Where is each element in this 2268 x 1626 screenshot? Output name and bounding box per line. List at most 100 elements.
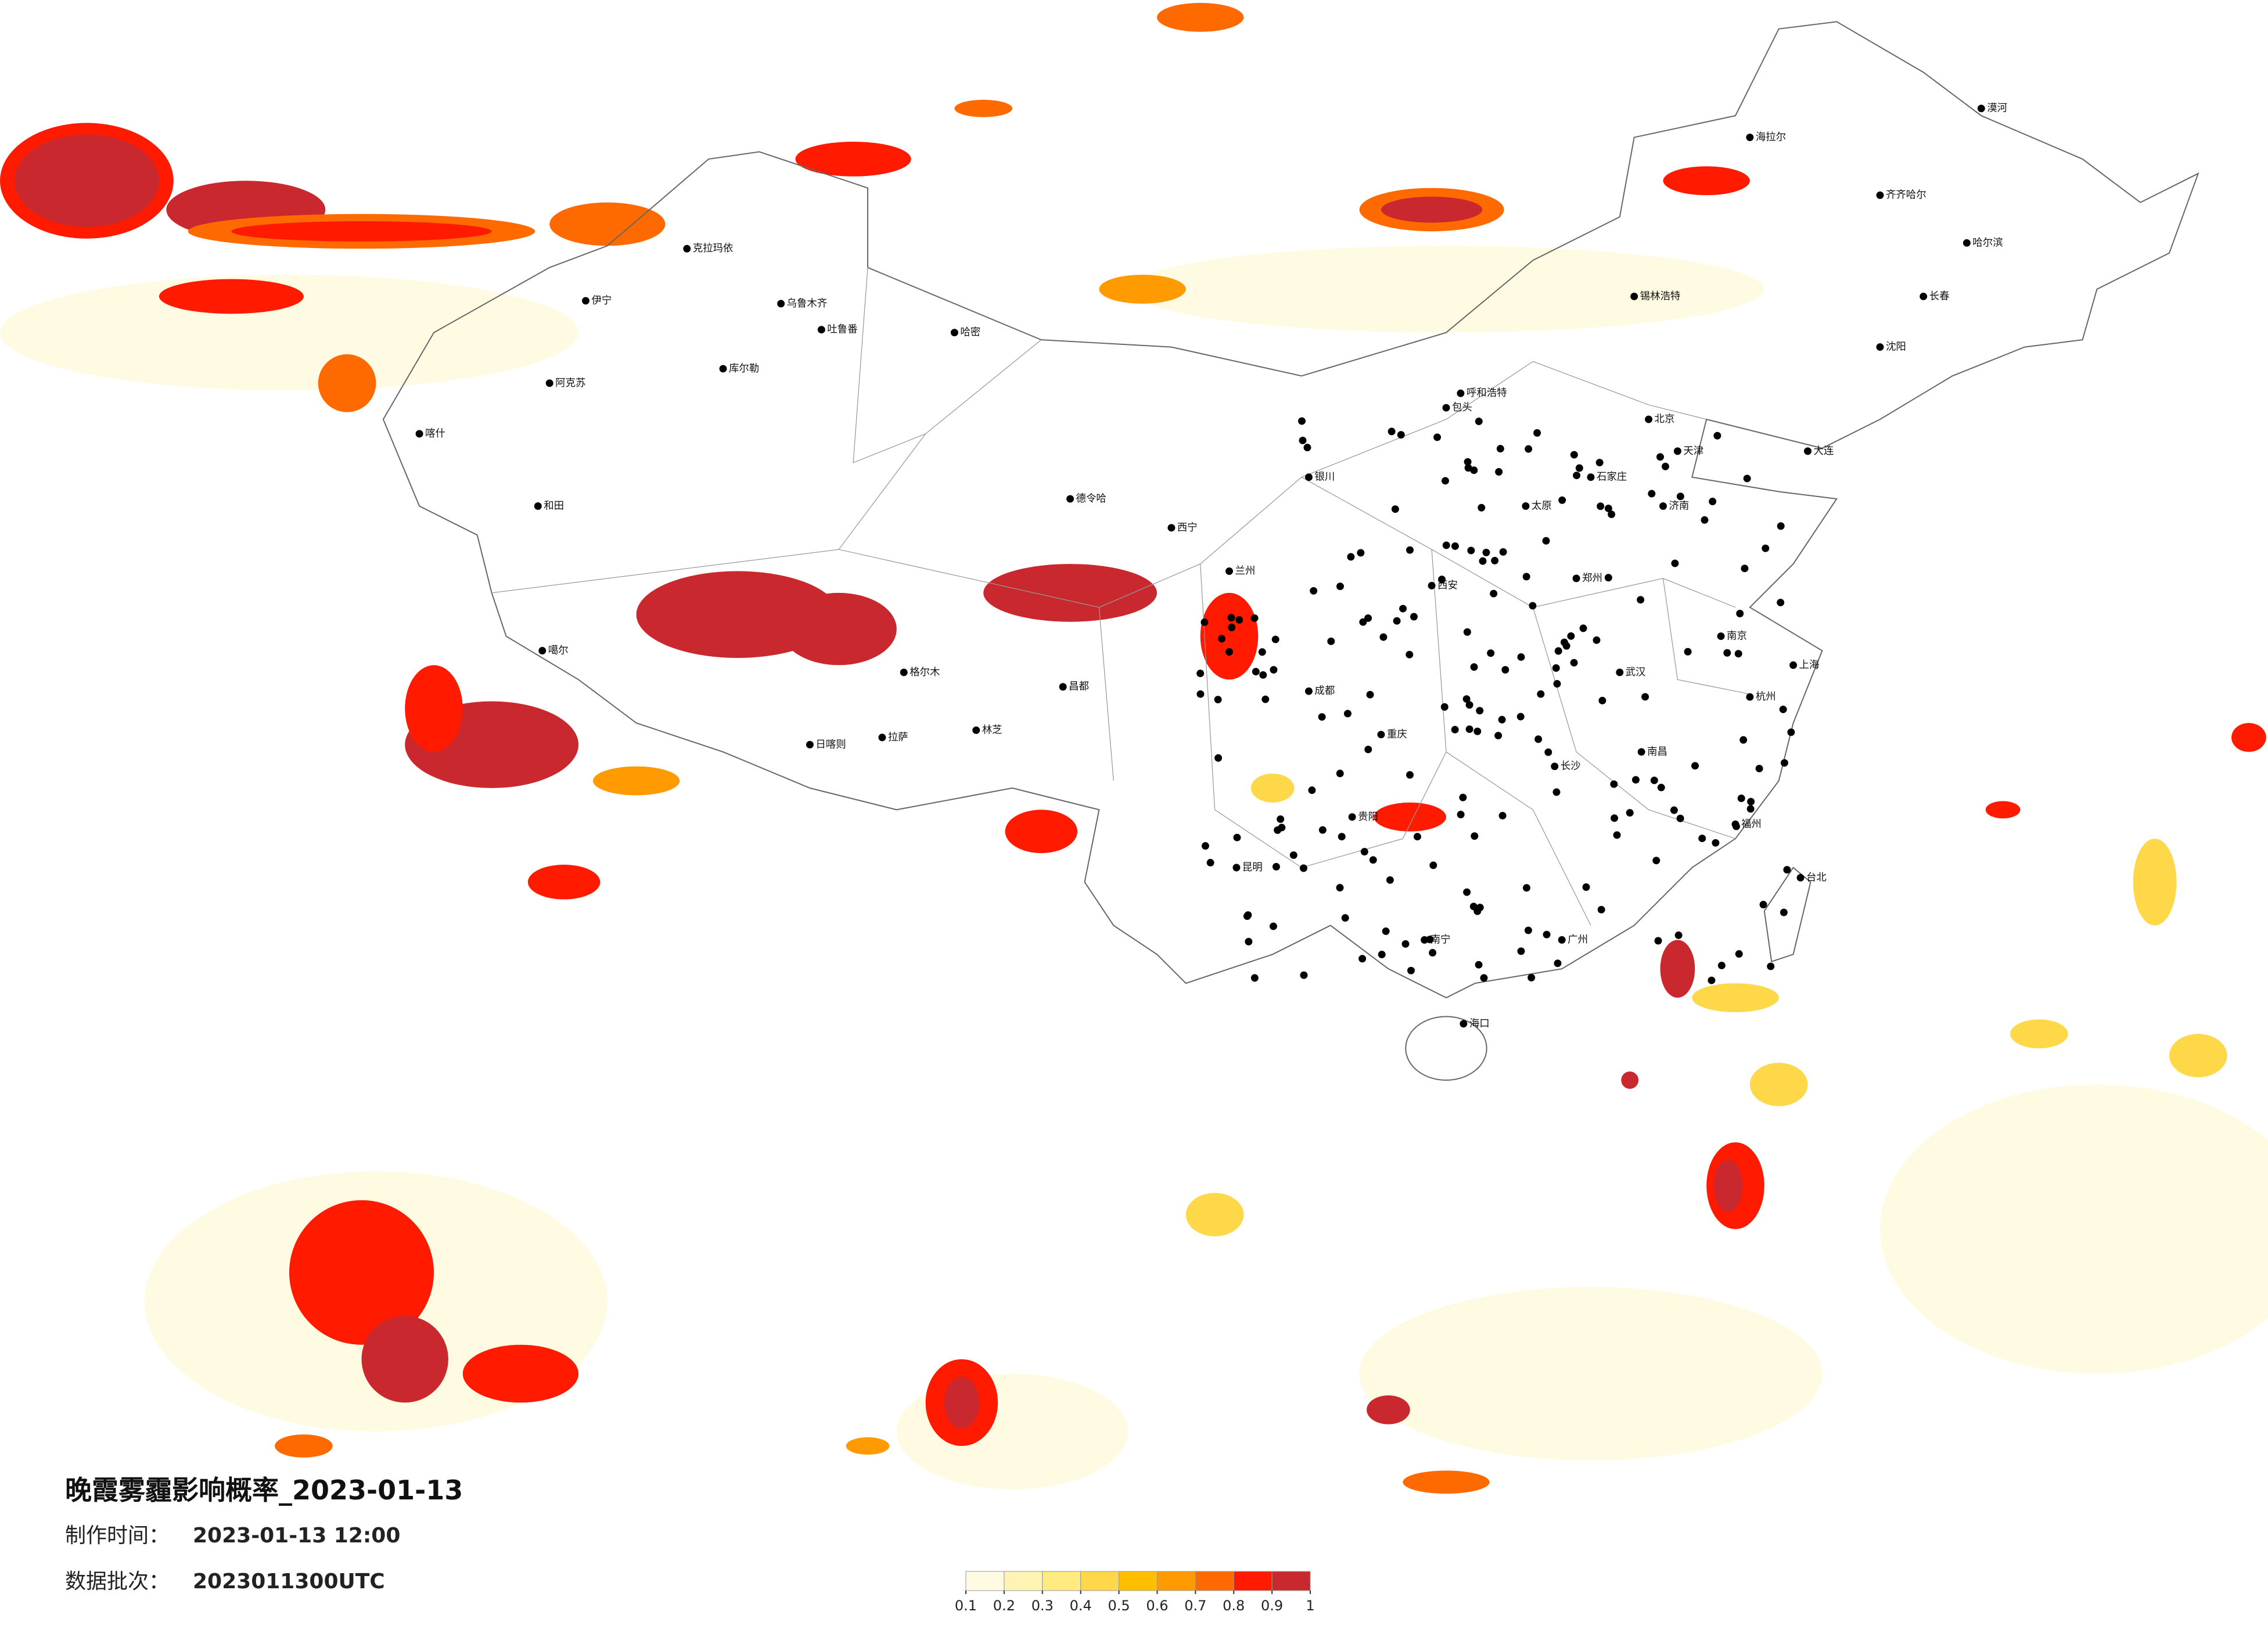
city-label: 重庆 [1387,729,1407,740]
city-dot [1465,701,1473,709]
raster-patch [1403,1470,1490,1494]
city-dot [1735,950,1743,958]
city-dot [1963,239,1971,247]
city-dot [1746,805,1755,813]
city-label: 济南 [1669,500,1689,512]
raster-patch [944,1376,979,1429]
city-dot [1196,690,1205,698]
city-dot [1218,635,1226,643]
city-dot [1214,754,1223,762]
city-dot [1348,813,1356,821]
city-dot [1709,498,1717,506]
city-dot [1558,496,1566,504]
city-dot [1465,725,1473,733]
colorbar-tick-label: 0.5 [1108,1598,1130,1614]
city-dot [1733,822,1740,830]
city-dot [1471,832,1479,840]
city-dot [1464,458,1472,466]
raster-patch [1005,810,1078,854]
city-dot [719,365,727,373]
city-label: 石家庄 [1597,472,1627,483]
raster-patch [2010,1019,2068,1049]
city-label: 海拉尔 [1756,132,1786,143]
city-dot [1359,618,1367,626]
raster-patch [592,766,680,796]
city-dot [1641,693,1649,701]
city-dot [1336,884,1344,892]
city-dot [1413,833,1421,841]
city-dot [1379,633,1388,641]
city-dot [1397,431,1405,439]
city-dot [1554,959,1562,967]
raster-patch [0,275,578,391]
city-dot [1597,905,1605,913]
colorbar-swatch [1233,1571,1273,1591]
city-dot [1524,926,1532,934]
city-dot [538,647,547,654]
city-dot [1442,404,1450,412]
city-dot [1378,951,1386,959]
city-dot [900,668,908,677]
city-dot [1743,474,1751,483]
city-label: 天津 [1683,445,1703,457]
city-label: 太原 [1532,500,1552,512]
raster-patch [954,99,1012,117]
city-label: 锡林浩特 [1640,290,1681,302]
city-dot [1303,444,1311,452]
city-dot [1604,574,1612,582]
city-dot [1684,647,1692,656]
city-dot [1214,696,1222,704]
city-dot [1457,811,1465,819]
city-dot [1525,445,1533,453]
city-dot [1457,389,1465,397]
city-dot [1637,596,1645,604]
city-label: 台北 [1806,872,1827,883]
city-label: 齐齐哈尔 [1886,189,1926,201]
city-dot [1196,670,1205,678]
city-dot [1626,809,1634,817]
raster-patch [1250,774,1295,803]
raster-patch [14,134,159,227]
city-dot [1920,292,1928,300]
city-dot [1582,883,1590,891]
city-dot [1426,936,1434,944]
city-dot [1304,687,1313,695]
city-dot [950,329,958,337]
raster-patch [983,564,1157,622]
city-dot [1310,587,1318,595]
city-dot [1736,610,1744,617]
city-label: 阿克苏 [555,377,585,389]
city-dot [1429,949,1437,957]
city-label: 包头 [1452,402,1472,413]
city-dot [1654,937,1662,945]
city-dot [1595,459,1604,467]
city-dot [1527,974,1536,981]
city-dot [1691,762,1699,770]
raster-patch [2169,1034,2227,1078]
raster-patch [275,1434,333,1458]
city-dot [1360,848,1368,856]
city-dot [1553,680,1561,688]
city-dot [1708,976,1716,984]
city-dot [1579,624,1587,632]
city-dot [1717,632,1725,641]
city-dot [1250,974,1259,982]
city-dot [1318,826,1327,834]
city-dot [1713,431,1721,440]
city-dot [1560,638,1568,646]
made-label: 制作时间： [65,1524,170,1548]
city-dot [1225,567,1233,575]
city-dot [1289,851,1297,859]
city-dot [581,297,590,305]
city-dot [1451,725,1459,733]
map-title: 晚霞雾霾影响概率_2023-01-13 [65,1474,463,1506]
city-dot [545,379,553,387]
city-label: 银川 [1314,472,1335,483]
city-dot [1783,866,1791,874]
city-dot [1407,966,1415,974]
batch-value: 2023011300UTC [193,1570,385,1593]
raster-patch [1128,246,1764,333]
city-dot [683,244,691,253]
city-label: 南京 [1727,631,1747,642]
